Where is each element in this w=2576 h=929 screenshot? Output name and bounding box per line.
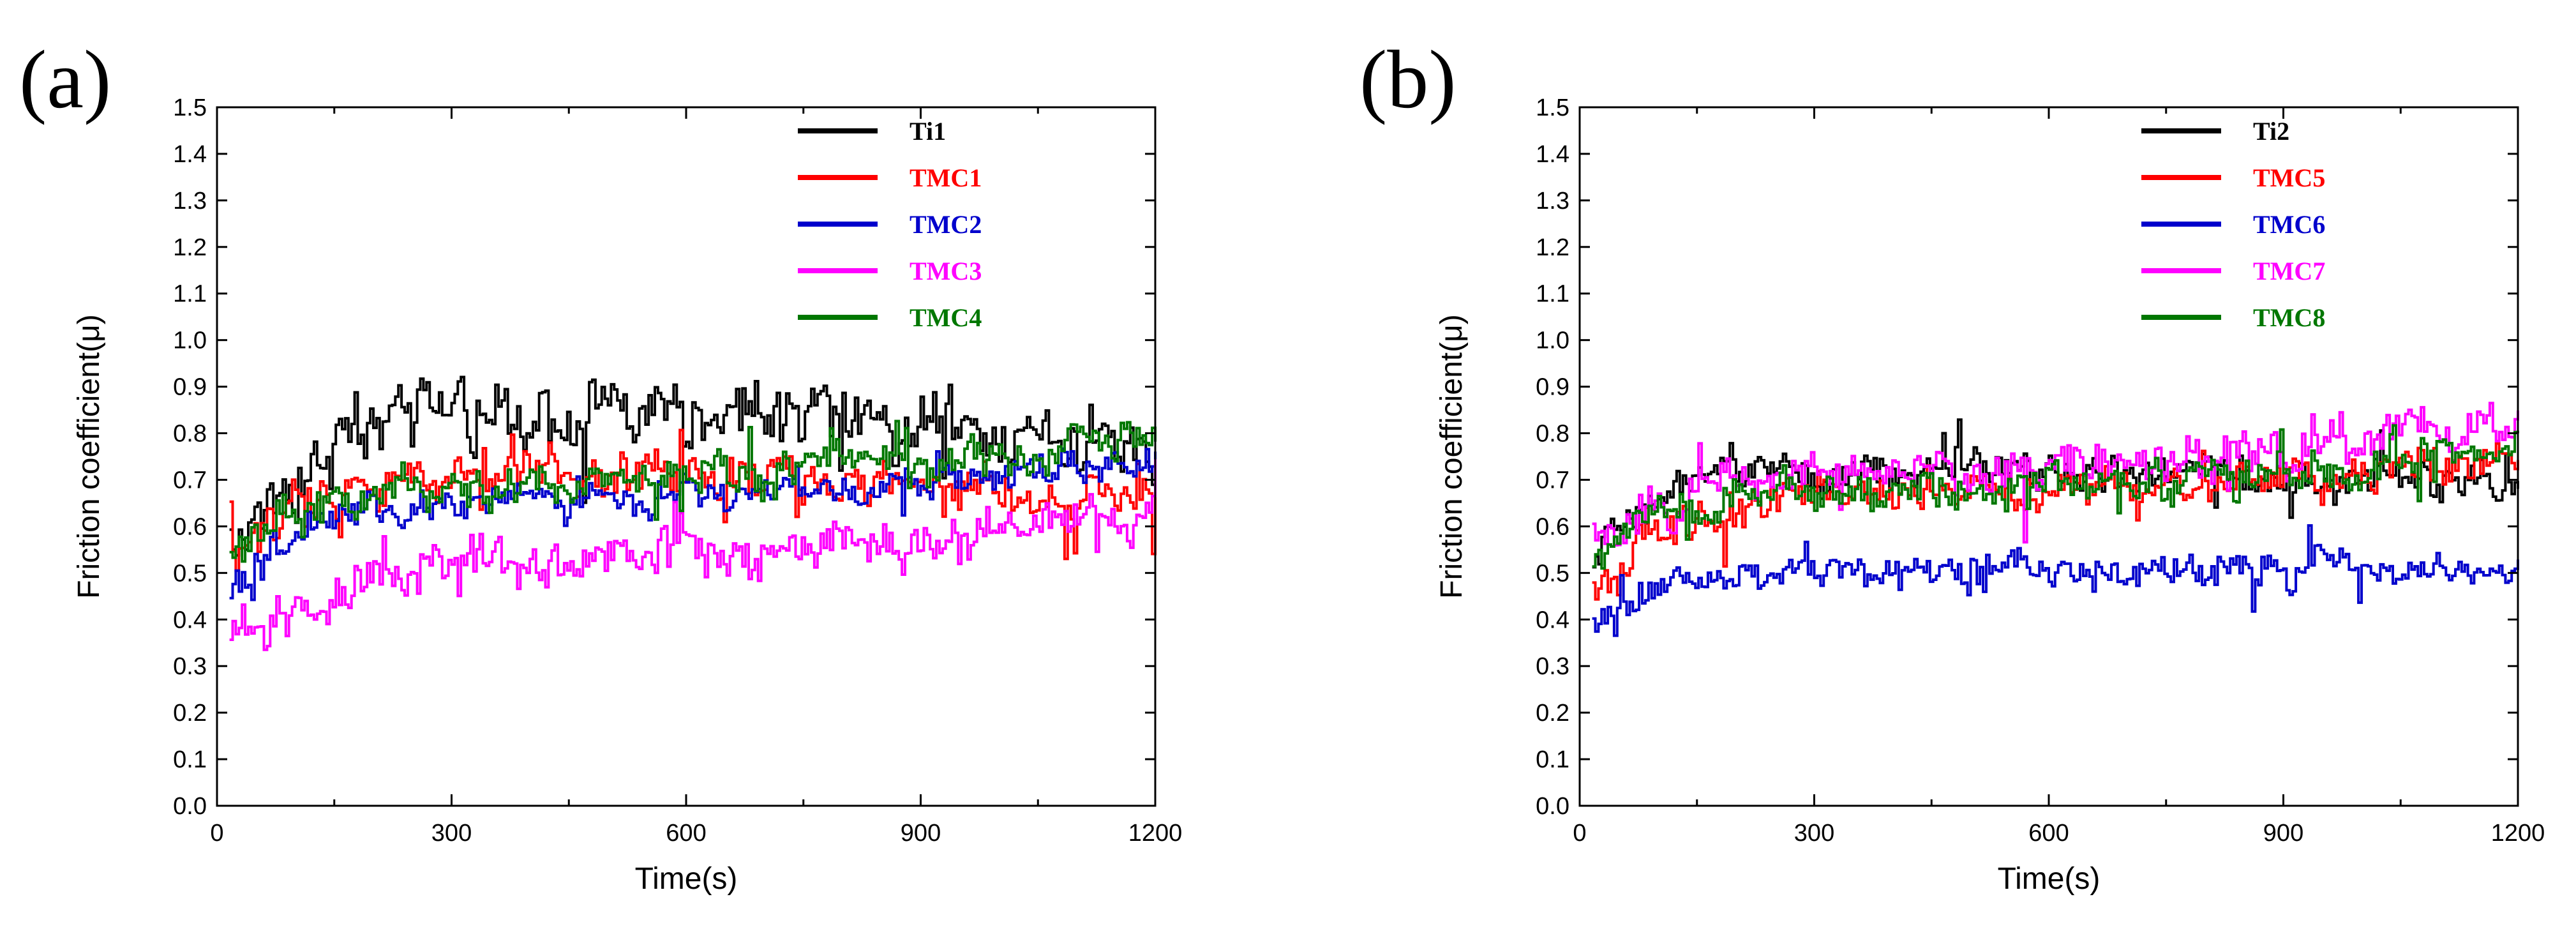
legend: Ti2 TMC5 TMC6 TMC7 TMC8 <box>2141 117 2325 332</box>
y-tick-label: 0.5 <box>173 560 207 587</box>
series-line-tmc8 <box>1592 424 2519 570</box>
y-tick-label: 1.3 <box>173 188 207 215</box>
y-tick-label: 0.6 <box>173 513 207 540</box>
series-group <box>229 375 1157 651</box>
y-tick-label: 1.4 <box>173 141 207 168</box>
legend-label-tmc4: TMC4 <box>910 303 982 332</box>
legend: Ti1 TMC1 TMC2 TMC3 TMC4 <box>798 117 982 332</box>
legend-label-ti2: Ti2 <box>2253 117 2289 146</box>
y-tick-label: 1.1 <box>1536 281 1569 308</box>
x-axis-title: Time(s) <box>635 862 738 896</box>
x-tick-label: 600 <box>2028 820 2069 847</box>
x-tick-label: 900 <box>901 820 941 847</box>
legend-label-tmc2: TMC2 <box>910 210 982 239</box>
legend-label-tmc1: TMC1 <box>910 163 982 192</box>
x-tick-label: 600 <box>666 820 706 847</box>
x-tick-label: 300 <box>431 820 472 847</box>
y-tick-label: 0.6 <box>1536 513 1569 540</box>
y-tick-label: 1.2 <box>173 234 207 261</box>
legend-label-ti1: Ti1 <box>910 117 946 146</box>
y-axis-title: Friction coefficient(μ) <box>1435 314 1469 599</box>
y-tick-label: 0.0 <box>173 793 207 820</box>
y-tick-label: 0.1 <box>173 746 207 773</box>
legend-label-tmc6: TMC6 <box>2253 210 2325 239</box>
x-tick-label: 1200 <box>1128 820 1183 847</box>
legend-label-tmc7: TMC7 <box>2253 257 2325 285</box>
y-tick-label: 0.0 <box>1536 793 1569 820</box>
panel-a: (a) 0.0 0.1 0.2 0.3 0.4 0.5 0.6 0.7 0.8 0.9 1.0 1.1 1… <box>19 34 1182 896</box>
y-tick-label: 0.4 <box>1536 607 1569 633</box>
y-tick-label: 0.7 <box>1536 467 1569 494</box>
x-tick-label: 900 <box>2263 820 2303 847</box>
panel-b: (b) 0.0 0.1 0.2 0.3 0.4 0.5 0.6 0.7 0.8 0.9 1.0 1.1 1… <box>1359 34 2545 896</box>
y-tick-label: 0.5 <box>1536 560 1569 587</box>
y-tick-label: 0.2 <box>173 700 207 727</box>
series-line-tmc3 <box>229 459 1157 651</box>
x-tick-label: 300 <box>1794 820 1834 847</box>
y-tick-label: 0.2 <box>1536 700 1569 727</box>
y-tick-label: 1.2 <box>1536 234 1569 261</box>
x-tick-label: 1200 <box>2491 820 2545 847</box>
y-tick-label: 0.3 <box>1536 653 1569 680</box>
x-tick-label: 0 <box>1573 820 1586 847</box>
legend-label-tmc5: TMC5 <box>2253 163 2325 192</box>
y-tick-label: 1.3 <box>1536 188 1569 215</box>
legend-label-tmc3: TMC3 <box>910 257 982 285</box>
y-tick-label: 0.8 <box>173 421 207 448</box>
panel-label: (b) <box>1359 34 1456 126</box>
series-line-tmc2 <box>229 447 1157 601</box>
x-axis-title: Time(s) <box>1998 862 2100 896</box>
y-tick-label: 0.9 <box>1536 374 1569 401</box>
series-line-tmc1 <box>229 428 1157 572</box>
y-tick-label: 1.5 <box>1536 94 1569 121</box>
series-group <box>1592 402 2519 637</box>
panel-label: (a) <box>19 34 111 126</box>
y-tick-label: 1.5 <box>173 94 207 121</box>
y-tick-label: 0.7 <box>173 467 207 494</box>
y-axis-title: Friction coefficient(μ) <box>72 314 106 599</box>
series-line-tmc4 <box>229 419 1157 563</box>
legend-label-tmc8: TMC8 <box>2253 303 2325 332</box>
y-tick-label: 1.0 <box>1536 328 1569 354</box>
y-tick-label: 1.4 <box>1536 141 1569 168</box>
y-tick-label: 0.4 <box>173 607 207 633</box>
y-tick-label: 0.9 <box>173 374 207 401</box>
series-line-tmc6 <box>1592 524 2519 637</box>
y-tick-label: 1.0 <box>173 328 207 354</box>
y-tick-label: 0.1 <box>1536 746 1569 773</box>
y-tick-label: 1.1 <box>173 281 207 308</box>
y-tick-label: 0.8 <box>1536 421 1569 448</box>
x-tick-label: 0 <box>210 820 223 847</box>
y-tick-label: 0.3 <box>173 653 207 680</box>
